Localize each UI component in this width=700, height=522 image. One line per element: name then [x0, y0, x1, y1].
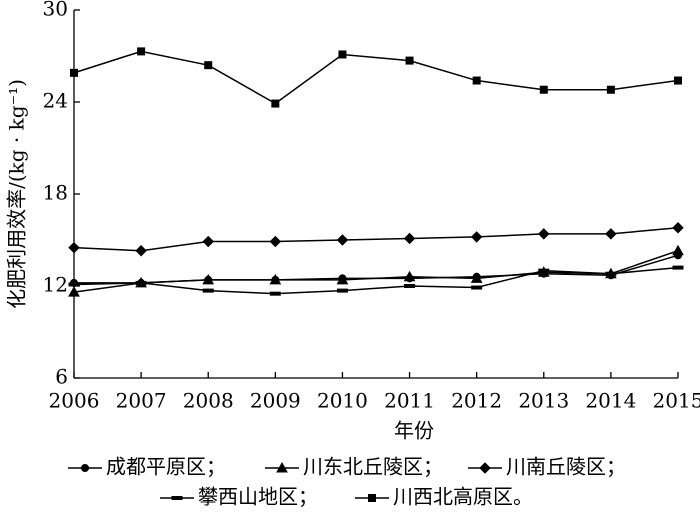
x-tick-label: 2015 [653, 389, 700, 413]
marker [70, 68, 78, 77]
marker [336, 234, 349, 246]
marker [135, 280, 147, 285]
marker [204, 61, 213, 70]
marker [538, 228, 550, 240]
legend-label: 川东北丘陵区； [303, 455, 443, 479]
x-tick-label: 2014 [585, 389, 636, 413]
y-tick-label: 30 [43, 0, 68, 21]
y-tick-label: 18 [43, 181, 68, 205]
marker [269, 273, 282, 285]
x-axis-label: 年份 [394, 419, 434, 443]
series-line [73, 250, 679, 293]
marker [269, 291, 281, 296]
marker [68, 286, 80, 297]
y-axis-label: 化肥利用效率/(kg · kg⁻¹) [5, 79, 29, 309]
marker [269, 235, 282, 248]
marker [403, 232, 416, 245]
marker [336, 288, 348, 293]
marker [605, 271, 617, 276]
x-tick-label: 2011 [384, 389, 435, 413]
marker [538, 268, 550, 273]
legend-marker [368, 494, 376, 502]
marker [137, 47, 146, 56]
marker [336, 273, 349, 285]
marker [202, 288, 214, 293]
marker [338, 50, 347, 59]
legend-marker [171, 496, 183, 500]
marker [605, 228, 617, 240]
y-tick-label: 12 [43, 273, 68, 297]
legend-label: 川西北高原区。 [393, 485, 533, 509]
marker [271, 99, 280, 108]
marker [470, 272, 483, 283]
y-tick-label: 24 [43, 89, 68, 113]
legend-label: 成都平原区； [106, 455, 226, 479]
x-tick-label: 2010 [317, 389, 368, 413]
marker [404, 284, 416, 288]
marker [135, 245, 147, 257]
marker [674, 76, 682, 85]
x-tick-label: 2008 [183, 389, 234, 413]
marker [606, 85, 615, 94]
marker [672, 244, 684, 256]
marker [403, 270, 416, 282]
series-line [73, 226, 679, 252]
marker [470, 231, 483, 243]
marker [472, 76, 481, 85]
marker [68, 282, 80, 287]
x-tick-label: 2012 [451, 389, 502, 413]
marker [68, 241, 80, 254]
marker [539, 85, 548, 94]
x-tick-label: 2013 [518, 389, 569, 413]
x-tick-label: 2009 [250, 389, 301, 413]
y-tick-label: 6 [55, 365, 68, 389]
legend-label: 攀西山地区； [198, 485, 318, 509]
marker [202, 235, 214, 248]
legend-marker [276, 461, 288, 473]
marker [672, 265, 684, 270]
marker [672, 222, 684, 234]
legend-marker [81, 464, 89, 472]
series-line [73, 50, 679, 105]
x-tick-label: 2006 [49, 389, 100, 413]
x-tick-label: 2007 [116, 389, 167, 413]
legend-label: 川南丘陵区； [506, 455, 626, 479]
marker [202, 273, 215, 285]
series-line [73, 266, 679, 295]
marker [405, 56, 414, 65]
marker [471, 285, 483, 290]
legend-marker [479, 462, 491, 474]
